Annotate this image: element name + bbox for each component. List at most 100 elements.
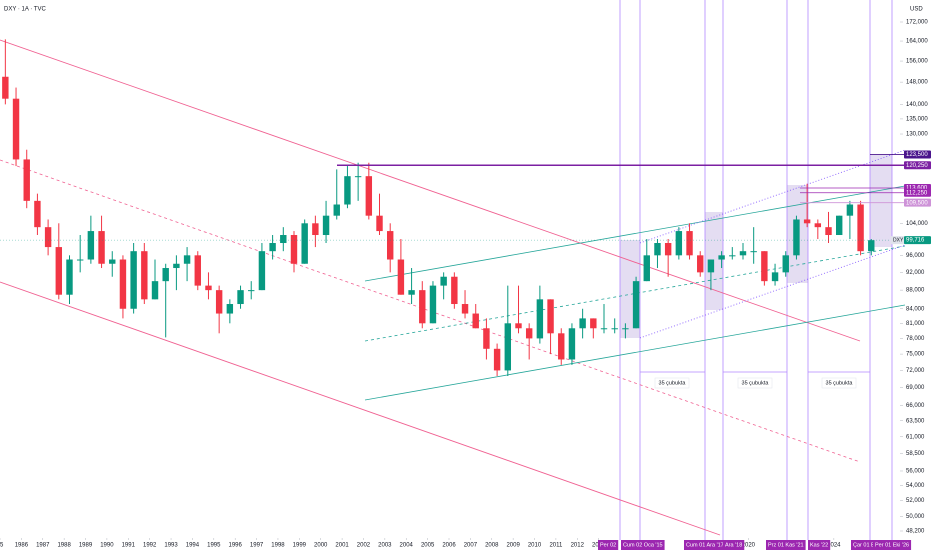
- y-tick-label: 50,000: [906, 514, 925, 520]
- y-tick-label: 164,000: [906, 39, 928, 45]
- candle-body: [194, 255, 201, 286]
- candle-body: [590, 318, 597, 329]
- candle-body: [280, 235, 287, 244]
- x-tick-label: 1998: [271, 543, 285, 549]
- x-tick-label: 1992: [143, 543, 157, 549]
- candle-body: [322, 215, 330, 236]
- candle-body: [23, 159, 30, 201]
- y-tick-label: 172,000: [906, 20, 928, 26]
- candle-body: [846, 204, 854, 216]
- candle-body: [141, 251, 148, 300]
- candle-body: [825, 227, 832, 236]
- candle-body: [386, 231, 394, 260]
- candle-body: [290, 235, 298, 264]
- candle-body: [55, 247, 63, 295]
- candle-body: [205, 285, 212, 291]
- last-price-label: 99,716: [906, 238, 925, 244]
- y-tick-label: 48,200: [906, 529, 925, 535]
- y-tick-label: 104,000: [906, 221, 928, 227]
- candle-body: [440, 276, 447, 286]
- candle-body: [579, 318, 586, 329]
- candle-body: [451, 276, 458, 305]
- date-label-box: [766, 540, 806, 550]
- candle-body: [750, 251, 757, 253]
- x-tick-label: 1996: [229, 543, 243, 549]
- y-tick-label: 72,000: [906, 368, 925, 374]
- x-tick-label: 2003: [378, 543, 392, 549]
- price-flag: [904, 150, 931, 159]
- candle-body: [622, 328, 629, 330]
- x-tick-label: 2010: [528, 543, 542, 549]
- chart-title: DXY · 1A · TVC: [4, 7, 46, 13]
- candle-body: [686, 231, 693, 256]
- candle-body: [718, 255, 725, 260]
- candle-body: [803, 219, 811, 224]
- x-tick-label: 2001: [335, 543, 349, 549]
- candle-body: [269, 243, 276, 252]
- candle-body: [183, 255, 191, 264]
- candle-body: [739, 251, 747, 256]
- candle-body: [76, 259, 84, 261]
- date-label: Per 01 Eki '26: [875, 542, 909, 548]
- y-tick-label: 156,000: [906, 59, 928, 65]
- x-tick-label: 1986: [15, 543, 29, 549]
- x-tick-label: 2006: [442, 543, 456, 549]
- date-label: Kas '22: [810, 542, 828, 548]
- candle-body: [66, 259, 73, 295]
- x-tick-label: 1991: [122, 543, 136, 549]
- candle-body: [333, 204, 340, 216]
- candle-body: [483, 328, 490, 349]
- bar-count-box: [654, 377, 690, 389]
- candle-body: [493, 348, 501, 371]
- y-tick-label: 63,500: [906, 418, 925, 424]
- bar-count-box: [821, 377, 857, 389]
- candle-body: [611, 328, 618, 330]
- y-tick-label: 78,000: [906, 336, 925, 342]
- x-tick-label: 2005: [421, 543, 435, 549]
- candle-body: [675, 231, 683, 256]
- channel-line: [364, 185, 906, 282]
- x-tick-label: 1989: [79, 543, 93, 549]
- y-tick-label: 88,000: [906, 288, 925, 294]
- candle-body: [87, 231, 95, 260]
- candle-body: [525, 328, 533, 339]
- candle-body: [173, 263, 180, 269]
- candle-body: [782, 255, 789, 273]
- candle-body: [654, 243, 661, 256]
- y-tick-label: 69,000: [906, 385, 925, 391]
- candle-body: [814, 223, 822, 228]
- x-tick-label: 2008: [485, 543, 499, 549]
- channel-line: [0, 39, 861, 342]
- y-tick-label: 81,000: [906, 321, 925, 327]
- candle-body: [868, 240, 875, 252]
- channel-mid: [0, 159, 861, 463]
- candle-body: [151, 281, 159, 300]
- y-tick-label: 130,000: [906, 132, 928, 138]
- candle-body: [547, 299, 554, 334]
- y-tick-label: 54,000: [906, 483, 925, 489]
- candle-body: [697, 255, 704, 273]
- candle-body: [536, 299, 544, 339]
- price-flag-label: 120,250: [906, 163, 928, 169]
- candle-body: [34, 200, 41, 228]
- channel-line: [639, 244, 906, 339]
- y-tick-label: 58,500: [906, 451, 925, 457]
- price-flag-label: 123,500: [906, 152, 928, 158]
- price-flag: [904, 198, 931, 207]
- symbol-label: DXY: [893, 237, 904, 243]
- candle-body: [408, 290, 415, 295]
- date-label-box: [873, 540, 912, 550]
- candle-body: [835, 215, 843, 236]
- date-label-box: [851, 540, 878, 550]
- date-label: Cum 02 Oca '15: [623, 542, 663, 548]
- candle-body: [632, 281, 640, 329]
- candle-body: [643, 255, 650, 282]
- x-tick-label: 1987: [36, 543, 50, 549]
- candle-body: [237, 290, 244, 305]
- price-flag: [904, 161, 931, 170]
- date-label-box: [723, 540, 745, 550]
- date-labels: Per 02 Cum 02 Oca '15 Cum 01 Ara '17 Ara '1…: [598, 540, 912, 550]
- candle-body: [98, 231, 105, 264]
- candle-body: [793, 219, 800, 256]
- candle-body: [344, 176, 351, 205]
